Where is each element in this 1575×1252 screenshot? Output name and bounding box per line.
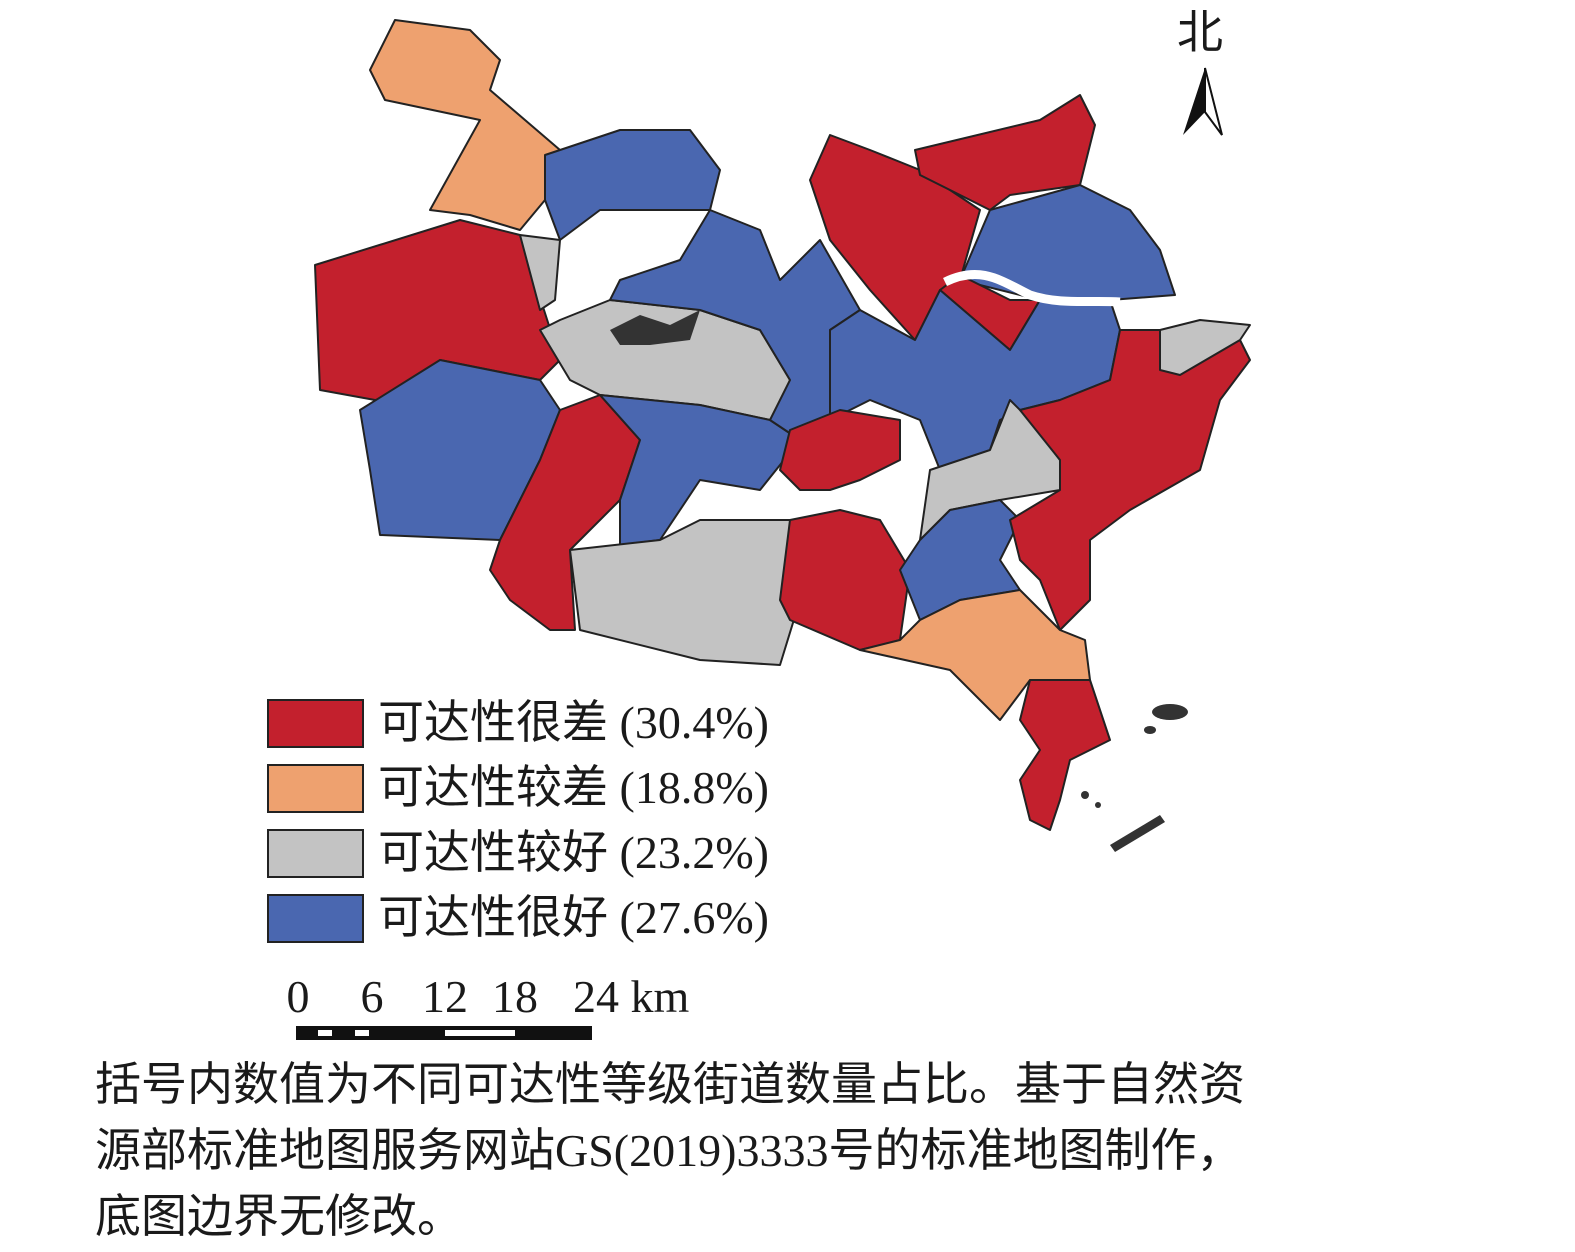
region <box>809 134 981 341</box>
legend-label: 可达性较好 (23.2%) <box>378 827 769 878</box>
region <box>899 499 1021 621</box>
region <box>779 509 911 651</box>
region <box>859 589 1091 721</box>
region <box>959 184 1176 301</box>
region <box>569 519 801 666</box>
scale-bar-segment <box>318 1030 332 1036</box>
caption-line: 源部标准地图服务网站GS(2019)3333号的标准地图制作， <box>95 1125 1242 1176</box>
legend-swatch <box>267 894 364 943</box>
scale-label: 12 <box>422 971 468 1022</box>
legend-label: 可达性较差 (18.8%) <box>378 762 769 813</box>
region <box>369 19 561 231</box>
scale-label: 18 <box>492 971 538 1022</box>
river <box>943 269 1121 307</box>
region <box>1159 319 1251 376</box>
region <box>609 209 861 441</box>
scale-bar-body <box>296 1026 592 1040</box>
region <box>1019 679 1111 831</box>
legend: 可达性很差 (30.4%) 可达性较差 (18.8%) 可达性较好 (23.2%) 可… <box>267 697 769 943</box>
legend-swatch <box>267 699 364 748</box>
scale-bar-segment <box>445 1030 515 1036</box>
region <box>1009 329 1251 631</box>
caption: 括号内数值为不同可达性等级街道数量占比。基于自然资源部标准地图服务网站GS(20… <box>95 1059 1245 1242</box>
scale-label: 6 <box>361 971 384 1022</box>
scale-bar-segment <box>355 1030 369 1036</box>
north-label: 北 <box>1177 7 1223 58</box>
legend-label: 可达性很好 (27.6%) <box>378 892 769 943</box>
scale-label: 24 km <box>573 971 690 1022</box>
scale-label: 0 <box>287 971 310 1022</box>
north-arrow: 北 <box>1177 7 1223 136</box>
region <box>599 394 801 546</box>
region <box>779 409 901 491</box>
legend-swatch <box>267 829 364 878</box>
urban-cluster <box>610 310 700 345</box>
islands <box>1081 704 1188 852</box>
region <box>489 394 641 631</box>
caption-line: 底图边界无修改。 <box>95 1191 463 1242</box>
caption-line: 括号内数值为不同可达性等级街道数量占比。基于自然资 <box>95 1059 1245 1110</box>
north-arrow-outline <box>1204 67 1223 136</box>
legend-swatch <box>267 764 364 813</box>
region <box>544 129 721 241</box>
region <box>519 234 561 311</box>
north-arrow-half <box>1183 68 1205 135</box>
legend-label: 可达性很差 (30.4%) <box>378 697 769 748</box>
scale-bar: 0 6 12 18 24 km <box>287 971 690 1040</box>
map <box>314 19 1251 852</box>
